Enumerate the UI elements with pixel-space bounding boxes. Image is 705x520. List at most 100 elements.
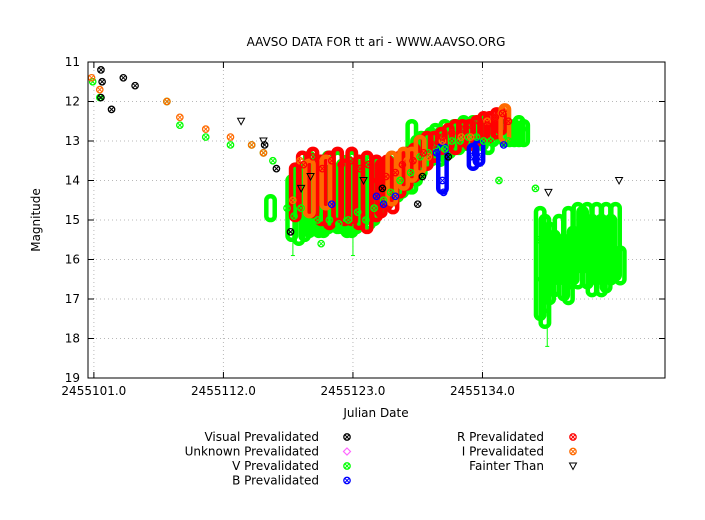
y-axis-label: Magnitude	[29, 188, 43, 252]
x-tick-label: 2455101.0	[61, 384, 126, 398]
data-point	[614, 177, 624, 186]
data-point	[466, 133, 475, 141]
data-point	[306, 173, 315, 182]
data-point	[413, 200, 422, 209]
data-point	[334, 220, 343, 228]
data-point	[475, 117, 483, 126]
data-point	[418, 172, 427, 181]
data-point	[226, 133, 235, 141]
chart-title: AAVSO DATA FOR tt ari - WWW.AAVSO.ORG	[247, 35, 506, 49]
data-point	[386, 188, 395, 197]
data-point	[457, 133, 466, 141]
x-tick-label: 2455123.0	[320, 384, 385, 398]
legend-marker	[343, 462, 351, 470]
data-point	[432, 149, 441, 157]
legend-label: Visual Prevalidated	[204, 430, 319, 444]
data-point	[585, 228, 594, 236]
data-point	[398, 160, 407, 169]
data-point	[313, 216, 322, 224]
observation-band	[517, 118, 531, 148]
data-point	[518, 125, 527, 133]
data-point	[297, 204, 305, 212]
data-point	[396, 176, 404, 185]
data-point	[344, 216, 353, 224]
data-point	[346, 156, 355, 165]
observation-band	[435, 142, 449, 195]
data-point	[247, 141, 256, 149]
data-point	[438, 176, 447, 185]
data-point	[327, 200, 336, 209]
legend-label: Fainter Than	[469, 459, 544, 473]
y-tick-label: 13	[65, 134, 80, 148]
data-point	[296, 184, 306, 193]
data-point	[438, 133, 447, 141]
data-point	[379, 200, 388, 209]
data-point	[175, 113, 184, 122]
data-point	[491, 113, 500, 122]
data-point	[299, 160, 308, 169]
observation-band	[613, 245, 627, 286]
legend-marker	[343, 476, 351, 485]
data-point	[236, 117, 246, 126]
data-point	[498, 109, 507, 118]
data-point	[544, 188, 553, 197]
y-tick-label: 15	[65, 213, 80, 227]
data-point	[97, 93, 105, 102]
data-point	[440, 145, 449, 153]
data-point	[605, 247, 614, 256]
axis-ticks: 2455101.0 2455112.0 2455123.0 2455134.0 11 12…	[61, 55, 665, 398]
data-point	[283, 204, 291, 212]
data-point	[466, 152, 475, 161]
data-point	[201, 125, 210, 133]
data-point	[362, 216, 370, 224]
data-point	[549, 267, 557, 276]
y-tick-label: 16	[65, 253, 80, 267]
y-tick-label: 17	[65, 292, 80, 306]
data-point	[119, 73, 128, 82]
data-point	[327, 156, 336, 165]
data-point	[370, 204, 378, 212]
data-point	[272, 164, 281, 173]
data-point	[353, 208, 362, 216]
legend-label: V Prevalidated	[232, 459, 319, 473]
data-point	[359, 177, 368, 186]
data-point	[95, 85, 104, 94]
data-point	[364, 160, 373, 169]
data-point	[325, 216, 334, 224]
data-point	[591, 235, 600, 244]
data-point	[504, 137, 513, 145]
legend-label: Unknown Prevalidated	[185, 445, 319, 459]
y-tick-label: 19	[65, 371, 80, 385]
data-point	[511, 129, 520, 137]
y-tick-label: 14	[65, 174, 80, 188]
legend-marker	[568, 462, 578, 471]
data-point	[457, 125, 466, 133]
data-point	[439, 188, 448, 197]
data-point	[448, 137, 456, 145]
y-tick-label: 12	[65, 95, 80, 109]
data-point	[391, 192, 400, 201]
data-point	[543, 255, 552, 264]
data-point	[356, 164, 364, 173]
data-point	[309, 152, 317, 161]
data-point	[448, 129, 456, 137]
data-point	[563, 283, 572, 291]
data-point	[466, 121, 475, 130]
data-points	[87, 66, 624, 315]
legend-marker	[343, 433, 351, 441]
data-point	[535, 235, 543, 244]
data-point	[98, 77, 106, 86]
data-point	[539, 306, 548, 315]
data-point	[259, 149, 268, 157]
data-point	[373, 176, 382, 185]
data-point	[556, 255, 565, 264]
observation-band	[302, 158, 316, 219]
legend-marker	[569, 433, 577, 441]
data-point	[424, 152, 433, 161]
data-point	[163, 97, 171, 106]
y-tick-label: 11	[65, 55, 80, 69]
data-point	[486, 137, 495, 145]
observation-band	[413, 134, 427, 175]
